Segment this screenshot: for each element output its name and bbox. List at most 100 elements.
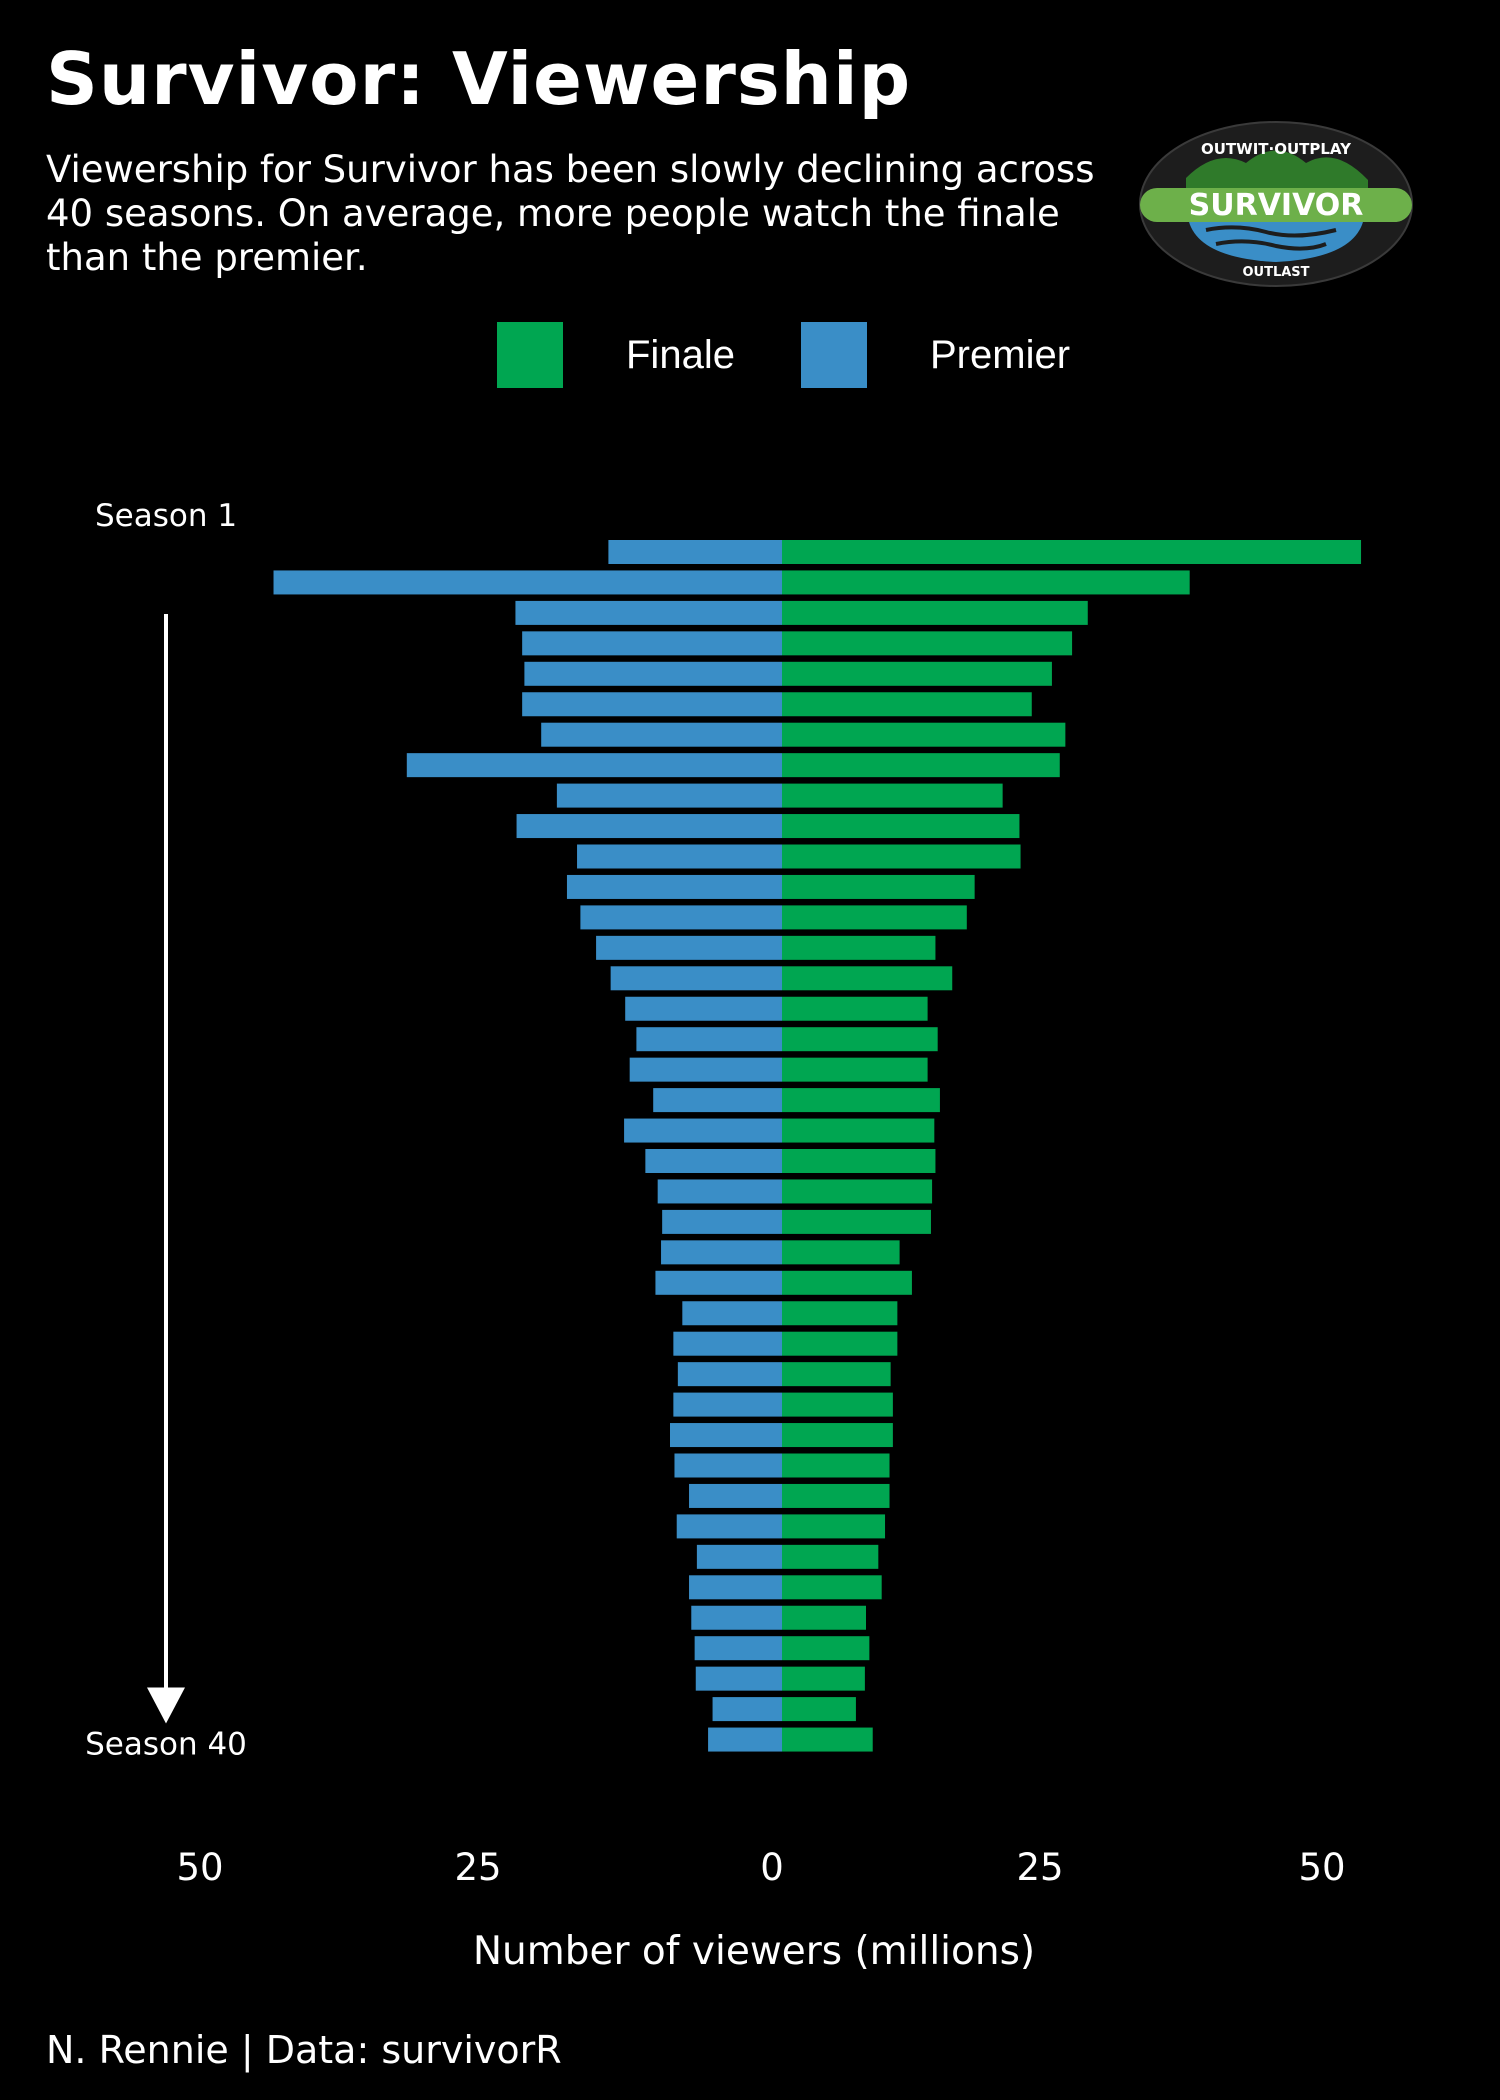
logo-banner [1140,188,1412,222]
bar-finale-season-21 [782,1149,936,1173]
bar-premier-season-22 [657,1179,782,1204]
bar-finale-season-22 [782,1179,933,1204]
bar-premier-season-25 [655,1270,782,1295]
bar-premier-season-12 [566,874,782,899]
bar-finale-season-23 [782,1209,931,1234]
bar-premier-season-7 [541,722,782,747]
page-title: Survivor: Viewership [46,37,912,121]
bar-premier-season-36 [691,1605,782,1630]
bar-finale-season-6 [782,692,1032,717]
bar-premier-season-17 [636,1027,782,1052]
bar-premier-season-20 [624,1118,782,1143]
bar-finale-season-19 [782,1088,940,1113]
bar-premier-season-31 [674,1453,782,1478]
bar-finale-season-18 [782,1057,928,1082]
bar-finale-season-7 [782,722,1066,747]
bar-finale-season-40 [782,1727,873,1752]
viewership-chart: Season 1 Season 40 50 25 0 25 50 Number of view… [85,498,1362,1974]
bar-finale-season-34 [782,1544,879,1569]
bar-premier-season-10 [516,814,782,839]
bar-finale-season-37 [782,1636,870,1661]
bar-premier-season-6 [522,692,782,717]
bar-finale-season-29 [782,1392,893,1417]
x-tick-label: 50 [176,1846,223,1889]
bar-finale-season-14 [782,935,936,960]
bar-premier-season-1 [608,540,782,564]
season-start-label: Season 1 [95,498,237,534]
x-tick-label: 50 [1298,1846,1345,1889]
season-end-label: Season 40 [85,1727,247,1763]
bar-premier-season-13 [580,905,782,930]
bar-premier-season-14 [596,935,782,960]
bar-finale-season-36 [782,1605,866,1630]
bar-premier-season-9 [556,783,782,808]
bar-finale-season-11 [782,844,1021,869]
bar-premier-season-5 [524,661,782,686]
bar-finale-season-32 [782,1483,890,1508]
season-arrow-head [147,1687,185,1724]
bar-premier-season-18 [629,1057,782,1082]
bar-premier-season-19 [653,1088,782,1113]
bar-premier-season-24 [661,1240,782,1265]
logo-name-text: SURVIVOR [1189,188,1364,223]
bar-finale-season-4 [782,631,1073,656]
bar-premier-season-3 [515,600,782,625]
x-axis-label: Number of viewers (millions) [473,1929,1035,1974]
bar-finale-season-24 [782,1240,900,1265]
bar-finale-season-9 [782,783,1003,808]
bar-premier-season-26 [682,1301,782,1326]
bar-premier-season-33 [676,1514,782,1539]
bar-premier-season-38 [695,1666,782,1691]
logo-top-text: OUTWIT·OUTPLAY [1201,140,1352,158]
bar-finale-season-20 [782,1118,935,1143]
bar-finale-season-5 [782,661,1052,686]
chart-legend: Finale Premier [0,322,1500,388]
bar-premier-season-27 [673,1331,782,1356]
legend-swatch-finale [497,322,563,388]
bar-finale-season-26 [782,1301,898,1326]
bar-premier-season-29 [673,1392,782,1417]
bar-finale-season-13 [782,905,967,930]
logo-palm-trees [1186,150,1368,194]
bar-finale-season-17 [782,1027,938,1052]
logo-bottom-text: OUTLAST [1242,265,1309,280]
bar-finale-season-1 [782,540,1362,564]
bar-finale-season-8 [782,753,1060,778]
bar-finale-season-2 [782,570,1190,595]
bar-premier-season-4 [522,631,782,656]
bar-premier-season-40 [708,1727,782,1752]
legend-swatch-premier [801,322,867,388]
bar-premier-season-30 [670,1423,782,1448]
bar-finale-season-33 [782,1514,886,1539]
bar-finale-season-10 [782,814,1020,839]
bar-premier-season-37 [694,1636,782,1661]
bar-finale-season-12 [782,874,975,899]
bar-premier-season-35 [689,1575,782,1600]
bar-finale-season-3 [782,600,1088,625]
bar-premier-season-15 [610,966,782,991]
legend-label-finale: Finale [626,333,735,377]
bar-premier-season-16 [625,996,782,1021]
bar-premier-season-34 [696,1544,782,1569]
bar-finale-season-38 [782,1666,865,1691]
bar-premier-season-39 [712,1697,782,1722]
source-caption: N. Rennie | Data: survivorR [46,2028,562,2072]
survivor-logo: OUTWIT·OUTPLAY SURVIVOR OUTLAST [1139,121,1413,287]
bar-premier-season-11 [577,844,782,869]
bar-finale-season-25 [782,1270,912,1295]
bar-finale-season-27 [782,1331,898,1356]
bar-premier-season-28 [677,1362,782,1387]
bar-finale-season-28 [782,1362,891,1387]
x-tick-label: 25 [454,1846,501,1889]
bar-finale-season-16 [782,996,928,1021]
x-tick-label: 0 [760,1846,784,1889]
bar-premier-season-23 [662,1209,782,1234]
bar-finale-season-39 [782,1697,856,1722]
bar-premier-season-21 [645,1149,782,1173]
legend-label-premier: Premier [930,333,1071,377]
x-tick-label: 25 [1016,1846,1063,1889]
bar-finale-season-31 [782,1453,890,1478]
bar-finale-season-15 [782,966,953,991]
bar-finale-season-35 [782,1575,882,1600]
bar-finale-season-30 [782,1423,893,1448]
